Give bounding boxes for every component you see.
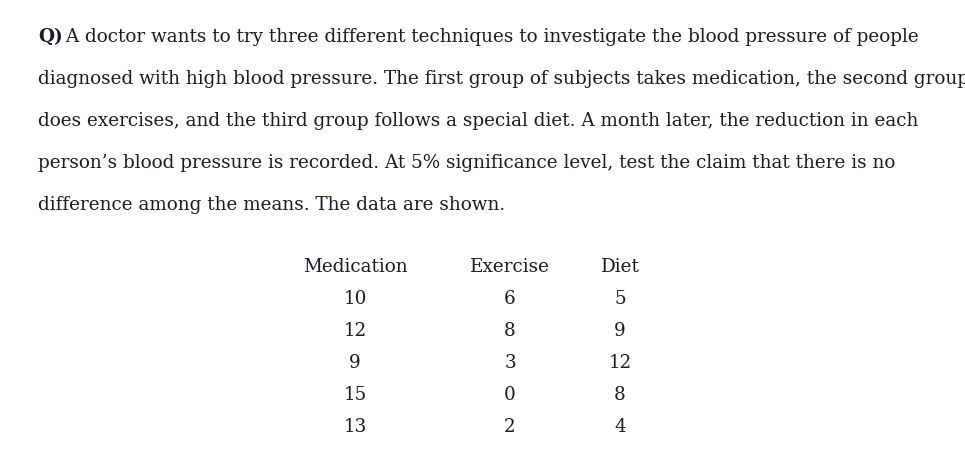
Text: 12: 12: [344, 322, 367, 340]
Text: difference among the means. The data are shown.: difference among the means. The data are…: [38, 196, 506, 214]
Text: diagnosed with high blood pressure. The first group of subjects takes medication: diagnosed with high blood pressure. The …: [38, 70, 965, 88]
Text: 9: 9: [614, 322, 626, 340]
Text: 4: 4: [614, 418, 626, 436]
Text: does exercises, and the third group follows a special diet. A month later, the r: does exercises, and the third group foll…: [38, 112, 919, 130]
Text: 6: 6: [504, 290, 516, 308]
Text: 10: 10: [344, 290, 367, 308]
Text: 3: 3: [504, 354, 516, 372]
Text: 15: 15: [344, 386, 367, 404]
Text: 8: 8: [614, 386, 626, 404]
Text: Exercise: Exercise: [470, 258, 550, 276]
Text: 2: 2: [505, 418, 515, 436]
Text: 5: 5: [614, 290, 626, 308]
Text: 0: 0: [504, 386, 516, 404]
Text: person’s blood pressure is recorded. At 5% significance level, test the claim th: person’s blood pressure is recorded. At …: [38, 154, 896, 172]
Text: A doctor wants to try three different techniques to investigate the blood pressu: A doctor wants to try three different te…: [60, 28, 919, 46]
Text: Medication: Medication: [303, 258, 407, 276]
Text: 12: 12: [609, 354, 631, 372]
Text: Q): Q): [38, 28, 63, 46]
Text: 9: 9: [349, 354, 361, 372]
Text: 13: 13: [344, 418, 367, 436]
Text: 8: 8: [504, 322, 516, 340]
Text: Diet: Diet: [600, 258, 640, 276]
